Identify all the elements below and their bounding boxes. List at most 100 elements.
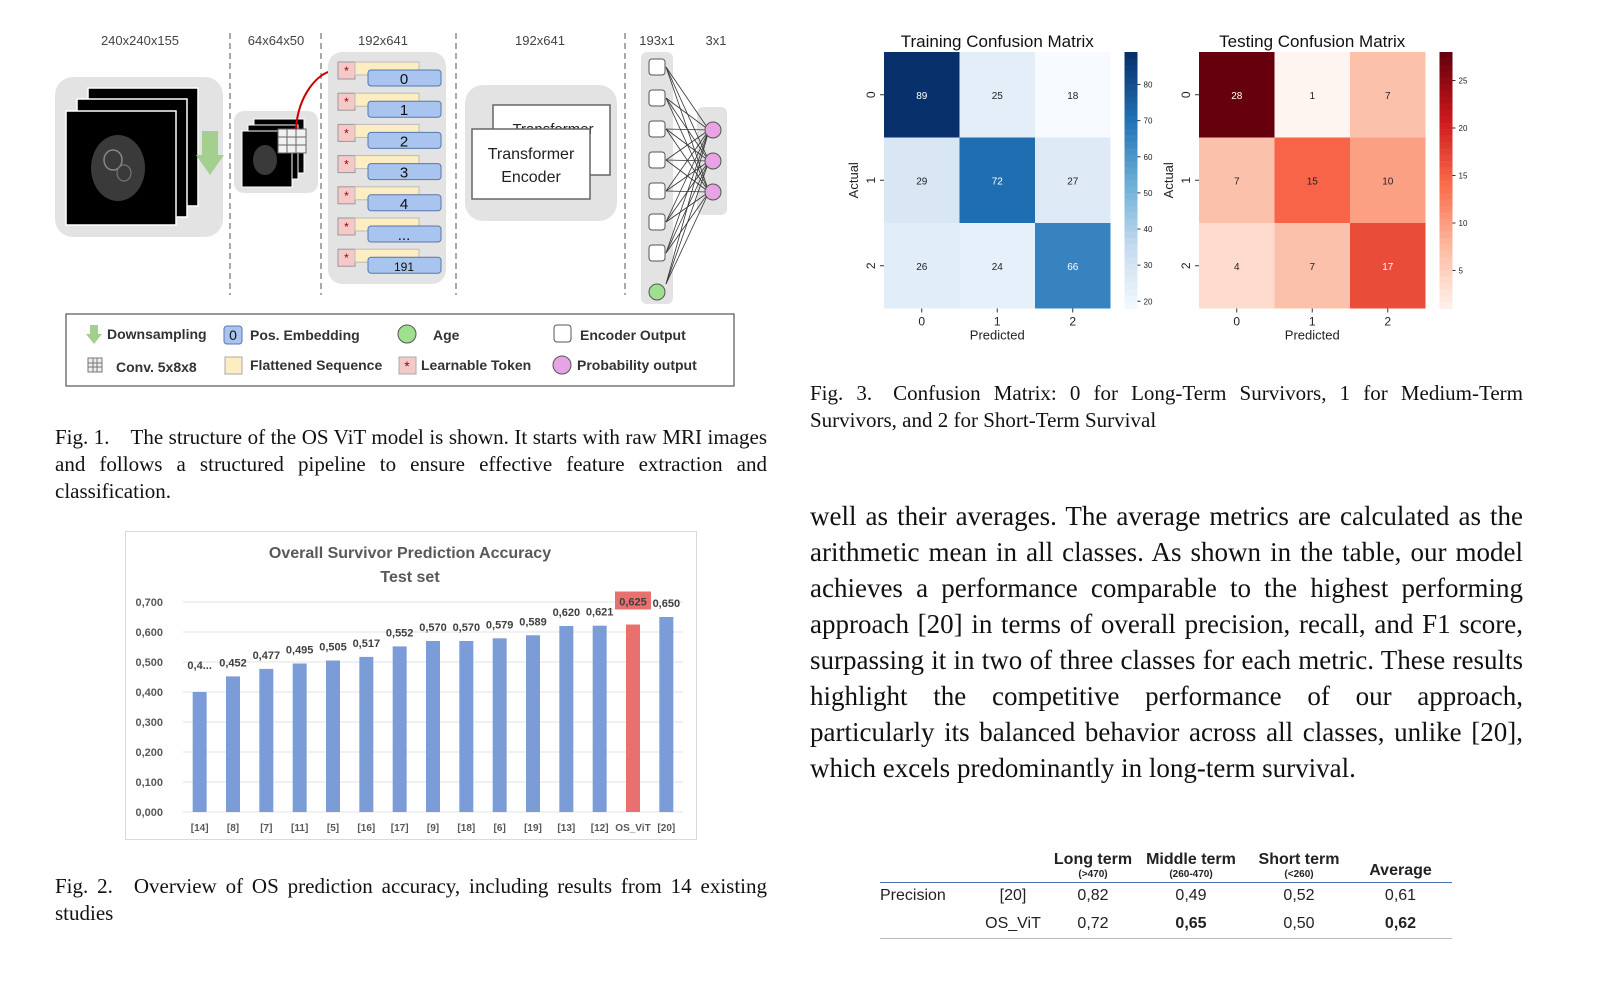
token-index-label: 0 [400,71,408,88]
chart-title: Overall Survivor Prediction Accuracy [269,545,551,562]
token-index-label: ... [398,227,411,244]
table-header: Average [1369,861,1432,879]
dim-label: 192x641 [515,33,565,48]
learnable-token-icon [398,356,417,375]
age-node-icon [397,324,417,344]
y-tick-label: 0,500 [135,657,163,669]
heatmap-ylabel: Actual [846,162,861,198]
precision-table: Long term (>470) Middle term (260-470) S… [880,844,1452,939]
heatmap-value: 15 [1307,176,1319,187]
pos-embedding-box [367,194,442,212]
token-index-label: 4 [400,196,408,213]
downsampling-arrow-icon [196,131,224,175]
chart-subtitle: Test set [380,569,440,586]
learnable-token-glyph: * [344,251,349,265]
table-cell: 0,62 [1384,914,1417,932]
flattened-sequence-icon [224,356,243,375]
heatmap-value: 29 [916,176,928,187]
pos-embedding-box [367,100,442,118]
colorbar-tick: 20 [1144,297,1153,306]
heatmap-y-tick: 2 [864,262,878,269]
heatmap-cell [959,52,1035,138]
bar-value-label: 0,452 [219,657,247,669]
colorbar-tick: 20 [1459,124,1468,133]
bar-value-label: 0,625 [619,597,647,609]
heatmap-x-tick: 2 [1384,315,1391,329]
heatmap-cell [884,223,960,309]
heatmap-x-tick: 1 [1309,315,1316,329]
heatmap-cell [1035,137,1111,223]
table-header: Short term (<260) [1258,850,1340,880]
heatmap-ylabel: Actual [1161,162,1176,198]
table-cell: 0,49 [1175,887,1207,905]
encoder-output-node [648,151,666,169]
heatmap-value: 7 [1309,262,1315,273]
bar [626,624,640,812]
heatmap-y-tick: 2 [1179,262,1193,269]
x-tick-label: [18] [457,823,475,834]
colorbar-tick: 60 [1144,153,1153,162]
bar-value-label: 0,505 [319,642,347,654]
encoder-output-node [648,58,666,76]
x-tick-label: [20] [657,823,675,834]
classifier-head [641,52,727,304]
fig1-architecture-diagram: 240x240x155 64x64x50 192x641 192x641 193… [55,33,735,387]
bar-value-label: 0,620 [553,607,581,619]
legend-pos-embedding-glyph: 0 [229,327,237,343]
learnable-token-glyph: * [344,220,349,234]
fig1-legend: Downsampling 0 Pos. Embedding Age Encode… [65,313,735,387]
heatmap-value: 18 [1067,91,1079,102]
heatmap-y-tick: 1 [1179,177,1193,184]
legend-learnable: Learnable Token [421,357,531,373]
learnable-token-glyph: * [344,189,349,203]
dim-label: 64x64x50 [248,33,304,48]
x-tick-label: [7] [260,823,272,834]
heatmap-cell [884,137,960,223]
token-index-label: 1 [400,102,408,119]
table-cell: 0,65 [1175,914,1207,932]
highlight-label-bg [615,591,651,610]
bar [392,646,407,812]
encoder-output-node [648,182,666,200]
raw-mri-stack [55,77,224,237]
legend-pos-embedding: Pos. Embedding [250,327,360,343]
token-index-label: 3 [400,165,408,182]
heatmap-value: 17 [1382,262,1394,273]
learnable-token-glyph: * [344,158,349,172]
encoder-output-node [648,89,666,107]
bar-value-label: 0,477 [253,650,281,662]
bar-value-label: 0,517 [353,638,381,650]
heatmap-cell [1035,223,1111,309]
bar-value-label: 0,495 [286,645,314,657]
heatmap-cell [959,223,1035,309]
encoder-output-node [648,244,666,262]
colorbar-tick: 10 [1459,219,1468,228]
pos-embedding-box [367,225,442,243]
heatmap-value: 25 [992,91,1004,102]
bar-value-label: 0,570 [419,622,447,634]
heatmap-cell [884,52,960,138]
heatmap-cell [959,137,1035,223]
heatmap-value: 24 [992,262,1004,273]
heatmap-xlabel: Predicted [970,328,1025,343]
bar-value-label: 0,552 [386,627,414,639]
bar-value-label: 0,650 [653,598,681,610]
heatmap-value: 66 [1067,262,1079,273]
table-method: [20] [999,887,1027,905]
heatmap-value: 26 [916,262,928,273]
transformer-label-line2: Encoder [501,169,561,186]
bar-value-label: 0,589 [519,616,547,628]
heatmap-cell [1199,137,1275,223]
x-tick-label: [6] [494,823,506,834]
table-cell: 0,72 [1077,914,1109,932]
heatmap-value: 28 [1231,91,1243,102]
colorbar-tick: 5 [1459,267,1464,276]
heatmap-value: 27 [1067,176,1079,187]
heatmap-x-tick: 2 [1069,315,1076,329]
x-tick-label: [16] [357,823,375,834]
heatmap-x-tick: 0 [1233,315,1240,329]
heatmap-cell [1199,223,1275,309]
table-cell: 0,61 [1384,887,1417,905]
colorbar-tick: 50 [1144,189,1153,198]
